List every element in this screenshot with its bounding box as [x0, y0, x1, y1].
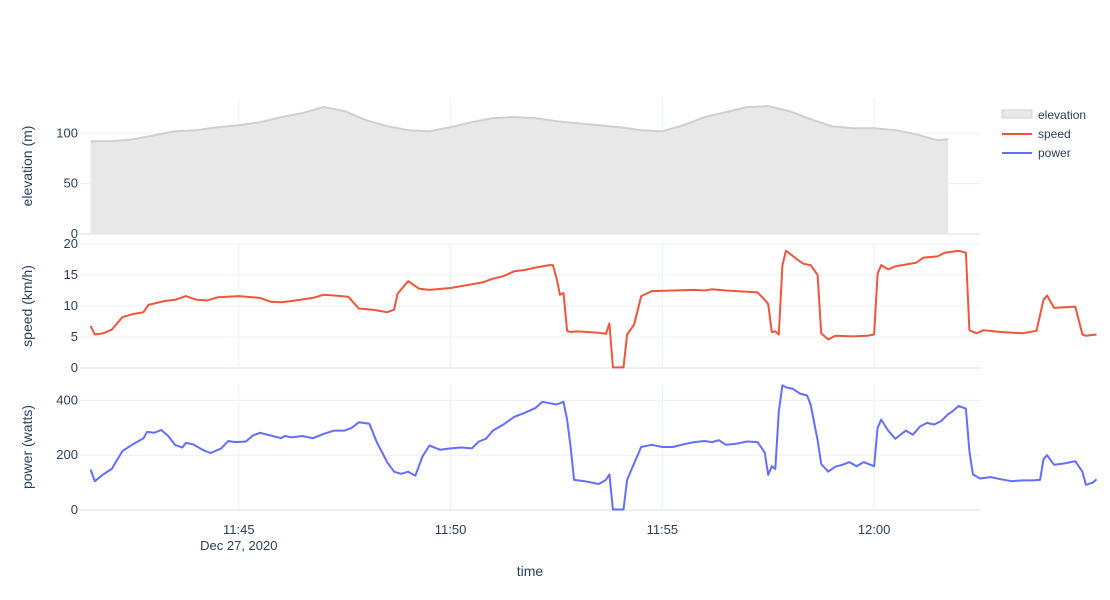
- x-tick-date: Dec 27, 2020: [200, 538, 277, 553]
- y-tick: 20: [64, 236, 78, 251]
- y-tick: 0: [71, 360, 78, 375]
- y-tick-label: 20: [64, 236, 78, 251]
- legend-item-power[interactable]: power: [1002, 146, 1071, 160]
- elevation-line: [90, 105, 949, 143]
- y-tick-label: 15: [64, 267, 78, 282]
- y-tick: 10: [64, 298, 78, 313]
- y-axis-title-power: power (watts): [19, 405, 35, 489]
- y-tick: 15: [64, 267, 78, 282]
- legend-item-speed[interactable]: speed: [1002, 127, 1071, 141]
- x-tick-label: 12:00: [858, 522, 891, 537]
- x-tick-label: 11:50: [435, 522, 467, 537]
- legend[interactable]: elevation speed power: [1001, 108, 1086, 160]
- legend-label: power: [1038, 146, 1071, 160]
- y-tick: 50: [64, 176, 78, 191]
- y-tick: 200: [56, 447, 78, 462]
- speed-line: [89, 249, 1097, 369]
- series-layer: [89, 105, 1098, 511]
- y-tick-label: 50: [64, 176, 78, 191]
- y-tick-label: 0: [71, 226, 78, 241]
- y-tick: 400: [56, 392, 78, 407]
- elevation-area: [90, 106, 949, 234]
- y-tick: 5: [71, 329, 78, 344]
- y-axis-title-elevation: elevation (m): [19, 126, 35, 207]
- legend-label: elevation: [1038, 108, 1086, 122]
- y-tick-label: 400: [56, 392, 78, 407]
- y-axis-title-speed: speed (km/h): [19, 265, 35, 347]
- legend-label: speed: [1038, 127, 1071, 141]
- y-tick-label: 10: [64, 298, 78, 313]
- y-tick: 0: [71, 502, 78, 517]
- y-tick: 100: [56, 125, 78, 140]
- y-tick-label: 200: [56, 447, 78, 462]
- x-axis-title: time: [517, 563, 544, 579]
- x-tick-label: 11:55: [647, 522, 679, 537]
- y-tick-label: 5: [71, 329, 78, 344]
- x-tick: 11:55: [647, 522, 679, 537]
- y-tick-label: 100: [56, 125, 78, 140]
- power-line: [89, 384, 1098, 511]
- legend-swatch: [1001, 109, 1033, 119]
- x-tick-label: 11:45: [223, 522, 255, 537]
- x-tick: 12:00: [858, 522, 891, 537]
- y-tick-label: 0: [71, 502, 78, 517]
- y-tick: 0: [71, 226, 78, 241]
- y-tick-label: 0: [71, 360, 78, 375]
- x-tick: 11:50: [435, 522, 467, 537]
- legend-item-elevation[interactable]: elevation: [1001, 108, 1086, 122]
